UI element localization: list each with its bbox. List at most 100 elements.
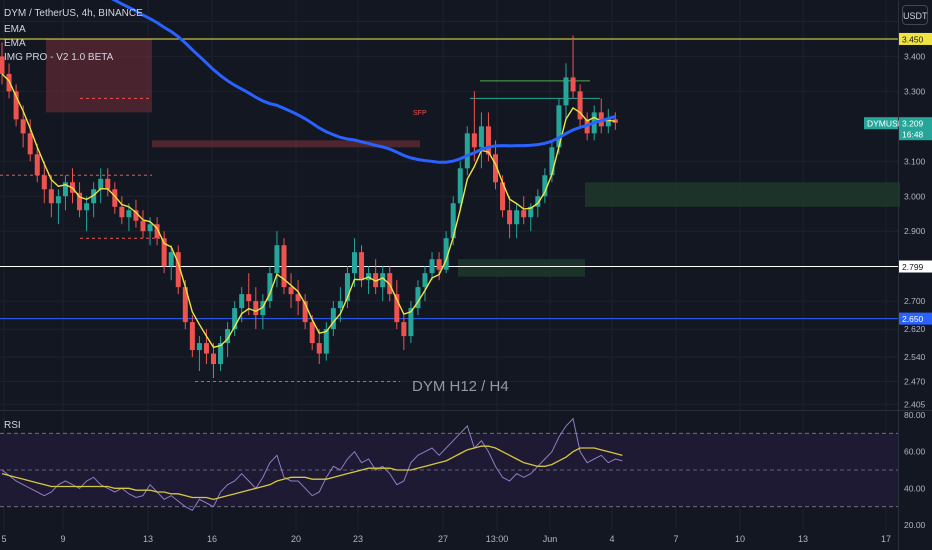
- candle-body: [443, 238, 449, 270]
- price-tick-label: 3.400: [904, 51, 926, 61]
- price-tag: [899, 32, 932, 45]
- price-tag-text: 3.450: [902, 34, 924, 44]
- candle-body: [288, 287, 294, 295]
- price-tick-label: 2.900: [904, 226, 926, 236]
- candle-body: [352, 252, 357, 274]
- candle-body: [105, 178, 111, 190]
- candle-body: [126, 210, 132, 218]
- candle-body: [493, 154, 498, 183]
- supply-zone: [46, 38, 152, 113]
- candle-body: [323, 329, 329, 354]
- candle-body: [500, 182, 506, 211]
- chart-title: DYM / TetherUS, 4h, BINANCE: [4, 8, 143, 19]
- candle-body: [309, 322, 315, 344]
- time-tick-label: 17: [881, 534, 891, 544]
- candle-body: [549, 147, 555, 176]
- price-tag-text: 16:48: [902, 130, 924, 140]
- price-tag-text: 2.799: [902, 262, 924, 272]
- candle-body: [450, 203, 456, 239]
- time-tick-label: 13: [798, 534, 808, 544]
- candle-body: [168, 252, 174, 267]
- candle-body: [422, 273, 428, 288]
- currency-button[interactable]: USDT: [902, 5, 928, 25]
- candle-body: [225, 329, 231, 344]
- candle-body: [182, 287, 188, 323]
- price-tick-label: 3.000: [904, 191, 926, 201]
- price-tag: [899, 117, 932, 130]
- candle-body: [13, 91, 19, 120]
- time-tick-label: 23: [353, 534, 363, 544]
- ema-slow-line: [111, 0, 616, 164]
- time-tick-label: 16: [207, 534, 217, 544]
- candle-body: [34, 154, 40, 176]
- horizontal-lines: [0, 38, 898, 383]
- ema-slow-label[interactable]: EMA: [4, 38, 26, 49]
- candle-body: [563, 77, 569, 106]
- price-tick-label: 2.470: [904, 377, 926, 387]
- candle-body: [436, 259, 442, 270]
- candle-body: [62, 182, 68, 197]
- price-tick-label: 3.300: [904, 86, 926, 96]
- candle-body: [119, 206, 125, 218]
- candle-body: [246, 294, 252, 302]
- candle-body: [140, 220, 146, 232]
- candle-body: [274, 245, 280, 274]
- candle-body: [521, 210, 527, 218]
- candle-body: [189, 322, 195, 351]
- time-tick-label: 5: [1, 534, 6, 544]
- price-tag: [899, 260, 932, 273]
- sfp-label: SFP: [413, 110, 427, 117]
- candle-body: [239, 294, 245, 309]
- price-tick-label: 2.405: [904, 399, 926, 409]
- price-tag-text: 3.209: [902, 119, 924, 129]
- candle-body: [535, 196, 541, 207]
- time-tick-label: 7: [673, 534, 678, 544]
- rsi-title[interactable]: RSI: [4, 420, 21, 431]
- price-tick-label: 3.100: [904, 156, 926, 166]
- axes-layer: 59131620232713:00Jun471013173.5003.4003.…: [1, 16, 932, 544]
- candle-body: [373, 273, 379, 288]
- candle-body: [0, 56, 5, 74]
- candle-body: [507, 210, 513, 225]
- candle-body: [133, 210, 139, 221]
- candle-body: [6, 73, 12, 92]
- candle-body: [175, 252, 181, 288]
- price-tag-text: DYMUSDT: [867, 119, 909, 129]
- candle-body: [471, 133, 477, 148]
- candle-body: [577, 91, 583, 120]
- rsi-tick-label: 60.00: [904, 447, 926, 457]
- rsi-ma-line: [1, 445, 623, 501]
- ema-fast-line: [1, 73, 616, 349]
- candle-body: [295, 294, 301, 302]
- candle-body: [457, 168, 463, 204]
- candle-body: [77, 192, 83, 211]
- candle-body: [48, 189, 54, 204]
- candle-body: [330, 308, 336, 330]
- ema-fast-label[interactable]: EMA: [4, 24, 26, 35]
- price-tick-label: 2.620: [904, 324, 926, 334]
- time-tick-label: Jun: [543, 534, 558, 544]
- candle-body: [570, 77, 576, 92]
- candle-body: [380, 273, 386, 288]
- candle-body: [478, 126, 484, 148]
- price-tag: [864, 117, 898, 130]
- price-tick-label: 2.700: [904, 296, 926, 306]
- ema-layer: [1, 0, 616, 349]
- candle-body: [154, 224, 160, 239]
- candle-body: [41, 175, 47, 190]
- candle-body: [196, 343, 202, 351]
- candle-body: [514, 210, 520, 225]
- candle-body: [337, 301, 343, 309]
- time-tick-label: 4: [609, 534, 614, 544]
- time-tick-label: 27: [438, 534, 448, 544]
- candle-body: [542, 175, 548, 197]
- candle-body: [218, 343, 224, 365]
- candle-body: [415, 287, 421, 309]
- time-tick-label: 9: [60, 534, 65, 544]
- rsi-pane: [0, 417, 898, 511]
- candle-body: [302, 301, 308, 323]
- candle-body: [485, 126, 491, 155]
- img-pro-label[interactable]: IMG PRO - V2 1.0 BETA: [4, 52, 114, 63]
- candle-body: [98, 178, 104, 190]
